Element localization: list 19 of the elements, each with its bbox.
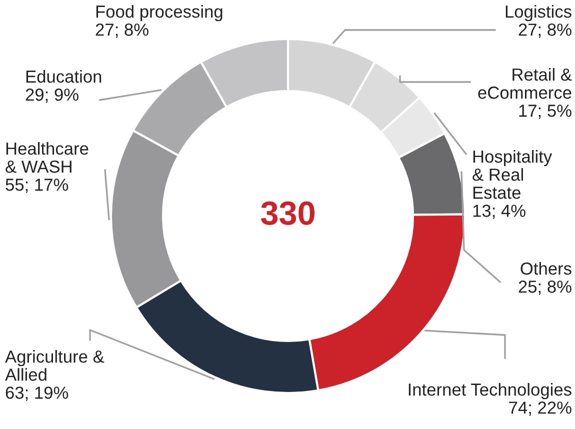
- slice-label: Education: [26, 70, 102, 83]
- slice-label: Logistics: [506, 5, 572, 22]
- slice-label: Healthcare & WASH: [6, 142, 88, 173]
- slice-label: Food processing: [96, 5, 222, 22]
- slice-label: Retail & eCommerce: [478, 68, 572, 99]
- slice-label: Internet Technologies: [408, 383, 572, 400]
- data-label: 27; 8%: [518, 24, 572, 38]
- data-label: 25; 8%: [518, 280, 572, 295]
- slice-label: Agriculture & Allied: [5, 350, 104, 381]
- text: 330: [260, 201, 314, 225]
- data-label: 27; 8%: [96, 24, 148, 38]
- data-label: 17; 5%: [519, 104, 572, 119]
- data-label: 74; 22%: [509, 402, 572, 416]
- data-label: 29; 9%: [26, 88, 78, 103]
- slice-label: Hospitality & Real Estate: [472, 150, 552, 199]
- data-label: 63; 19%: [6, 386, 68, 401]
- slice-label: Others: [520, 262, 572, 275]
- data-label: 55; 17%: [6, 178, 68, 193]
- data-label: 13; 4%: [473, 204, 526, 220]
